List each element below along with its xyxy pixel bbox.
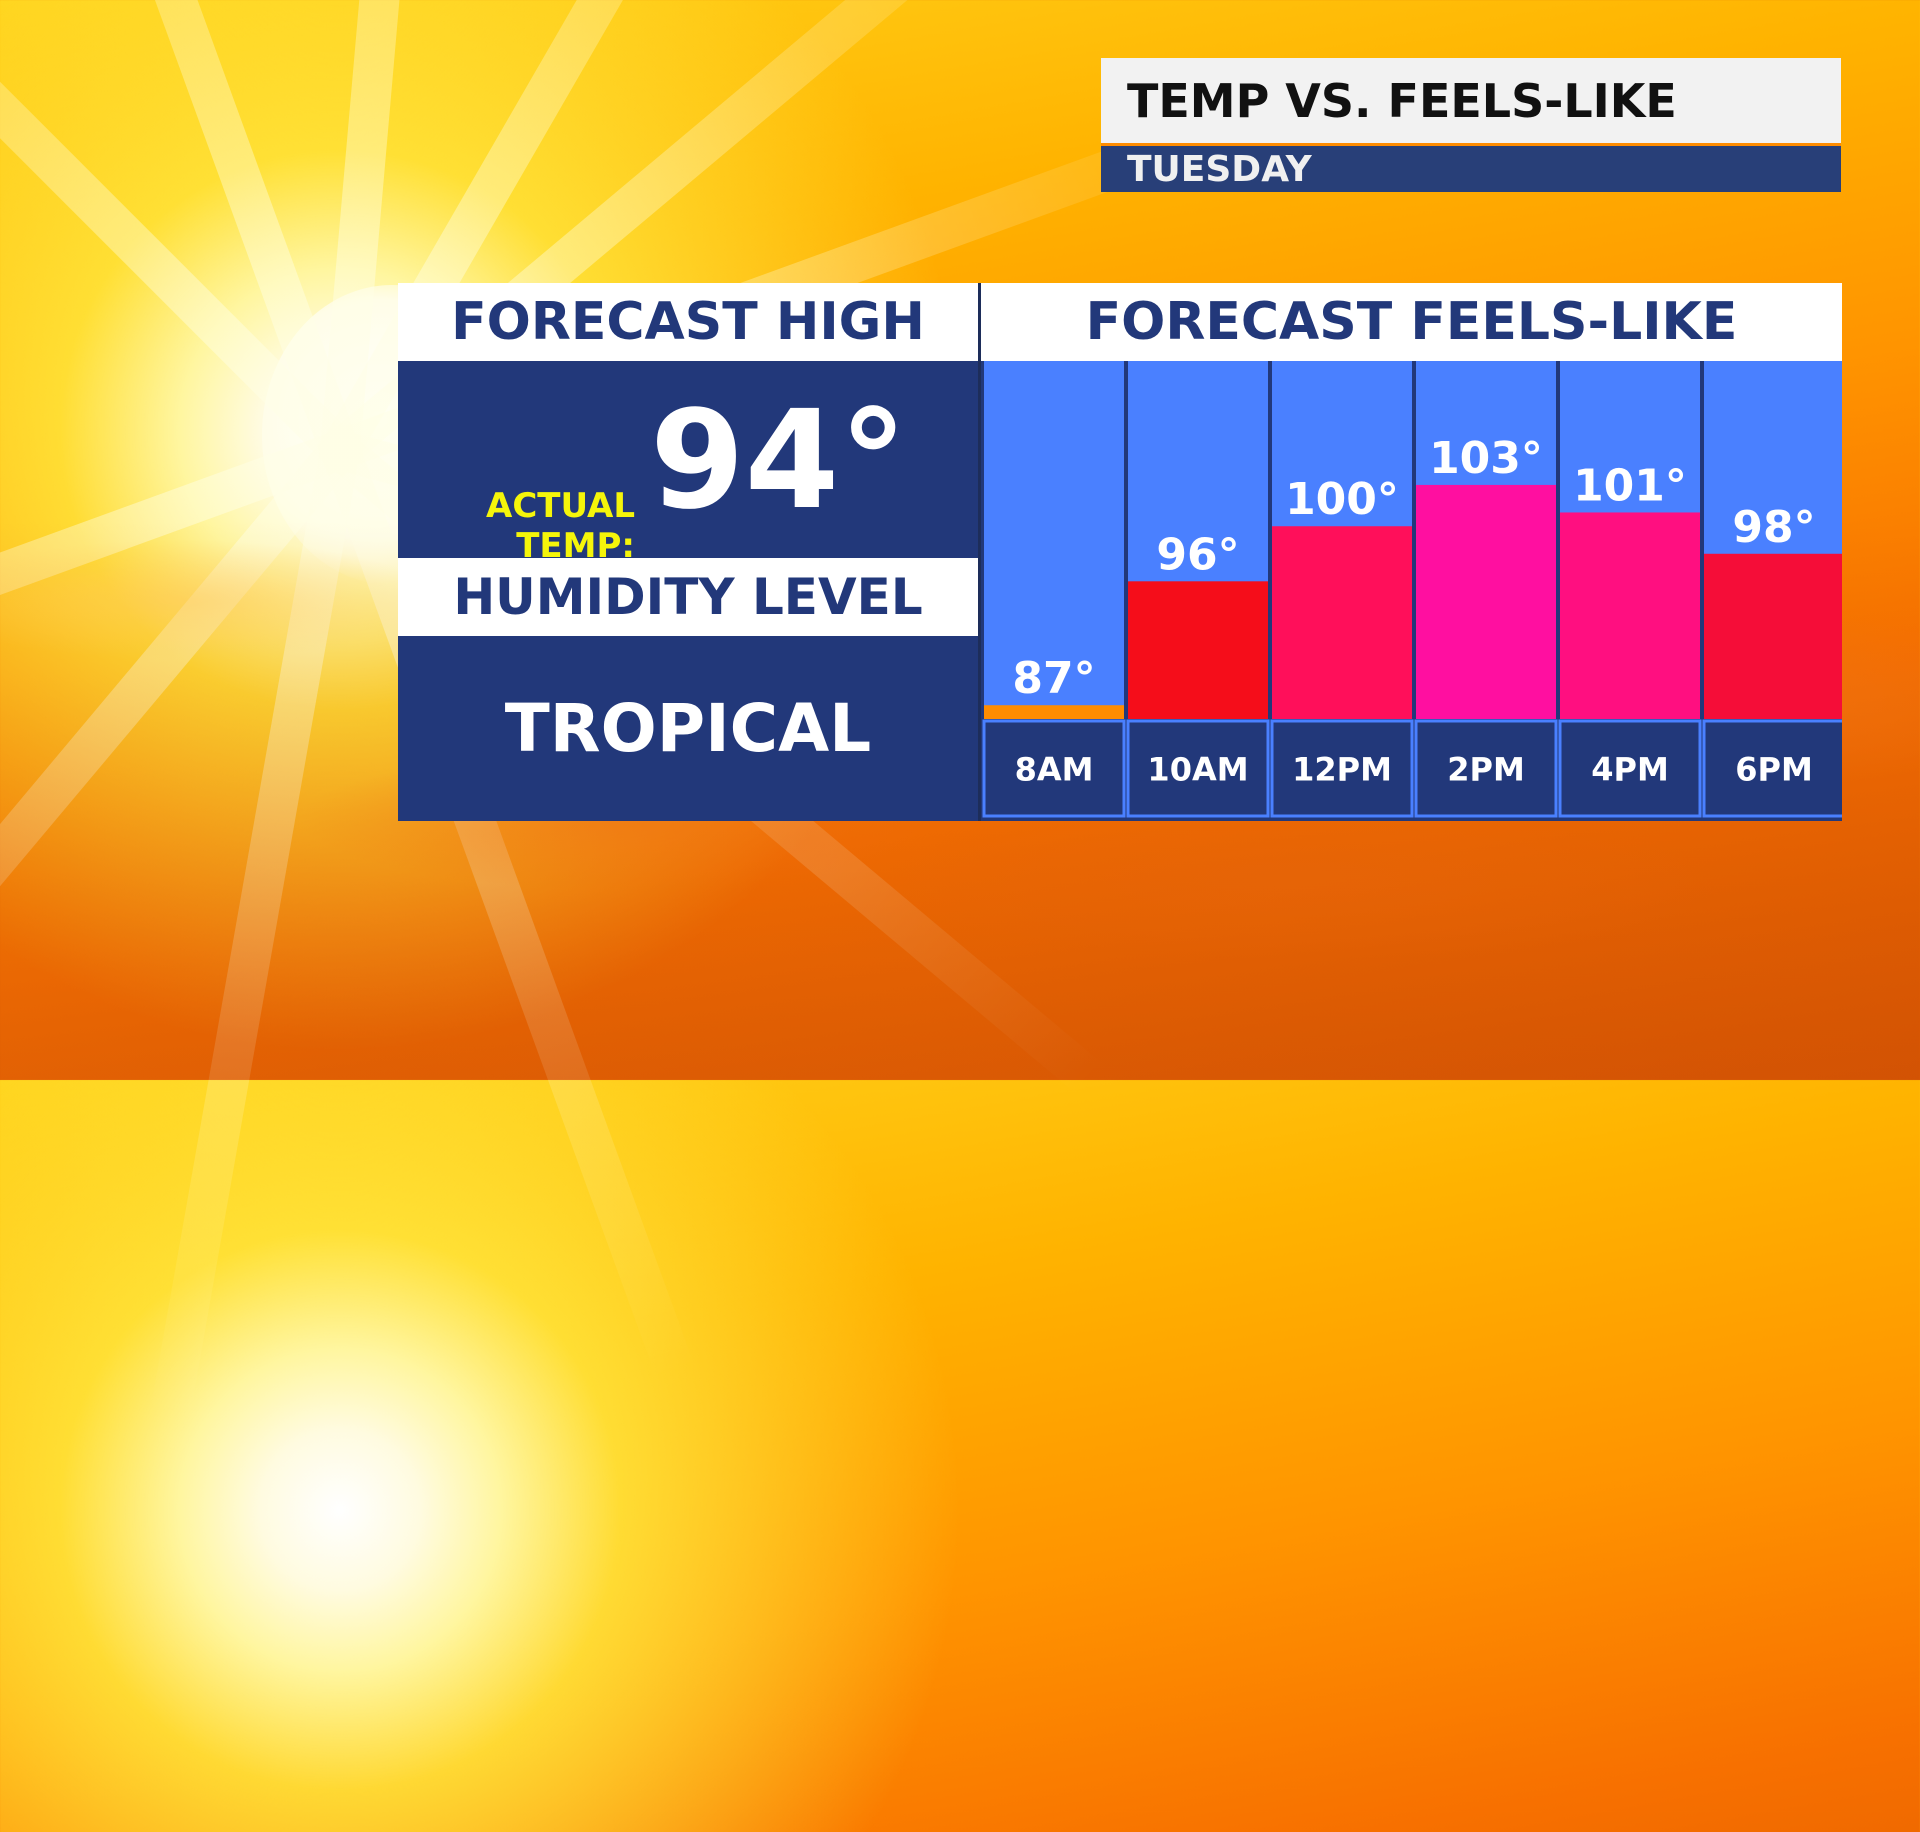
- bar: [1128, 581, 1268, 719]
- actual-temp-value: 94°: [650, 382, 908, 540]
- graphic-day: TUESDAY: [1101, 146, 1841, 192]
- bar: [984, 705, 1124, 719]
- feels-like-chart-svg: 87° 8AM 96° 10AM 100° 12PM 103° 2PM 101° 4PM 98° 6P…: [982, 361, 1846, 818]
- bar: [1704, 553, 1844, 719]
- bar: [1272, 526, 1412, 719]
- humidity-header: HUMIDITY LEVEL: [398, 558, 978, 636]
- category-label: 4PM: [1591, 751, 1669, 789]
- title-box: TEMP VS. FEELS-LIKE TUESDAY: [1101, 58, 1841, 192]
- actual-label-line1: ACTUAL: [486, 486, 635, 526]
- bar-value-label: 87°: [1012, 653, 1095, 704]
- column-background: [984, 361, 1124, 719]
- chart-title: FORECAST FEELS-LIKE: [981, 283, 1842, 361]
- feels-like-chart: 87° 8AM 96° 10AM 100° 12PM 103° 2PM 101° 4PM 98° 6P…: [981, 361, 1846, 821]
- forecast-high-header: FORECAST HIGH: [398, 283, 978, 361]
- category-label-box: [1702, 719, 1846, 818]
- category-label: 6PM: [1735, 751, 1813, 789]
- humidity-value: TROPICAL: [398, 636, 978, 821]
- actual-temp-box: ACTUAL TEMP: 94°: [398, 361, 978, 566]
- category-label: 2PM: [1447, 751, 1525, 789]
- bar-value-label: 101°: [1573, 460, 1687, 511]
- category-label-box: [1270, 719, 1414, 818]
- category-label: 10AM: [1147, 751, 1248, 789]
- bar-value-label: 103°: [1429, 433, 1543, 484]
- bar: [1560, 512, 1700, 719]
- actual-temp-label: ACTUAL TEMP:: [398, 486, 635, 566]
- bar-value-label: 96°: [1156, 529, 1239, 580]
- category-label-box: [1414, 719, 1558, 818]
- category-label-box: [982, 719, 1126, 818]
- forecast-panel: FORECAST HIGH ACTUAL TEMP: 94° HUMIDITY …: [398, 283, 1846, 821]
- category-label: 12PM: [1292, 751, 1392, 789]
- forecast-high-section: FORECAST HIGH ACTUAL TEMP: 94° HUMIDITY …: [398, 283, 978, 821]
- panel-divider: [978, 283, 981, 821]
- bar-value-label: 100°: [1285, 474, 1399, 525]
- feels-like-section: FORECAST FEELS-LIKE 87° 8AM 96° 10AM 100° 12P…: [981, 283, 1846, 821]
- bar-value-label: 98°: [1732, 502, 1815, 553]
- category-label-box: [1126, 719, 1270, 818]
- bar: [1416, 484, 1556, 719]
- category-label-box: [1558, 719, 1702, 818]
- category-label: 8AM: [1015, 751, 1094, 789]
- graphic-title: TEMP VS. FEELS-LIKE: [1101, 58, 1841, 146]
